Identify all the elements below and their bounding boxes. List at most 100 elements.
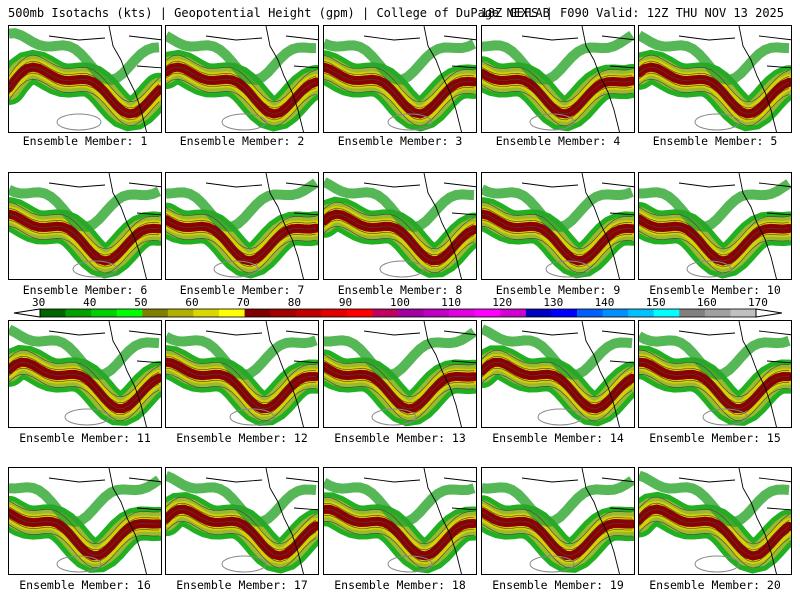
colorbar-swatch xyxy=(551,309,578,317)
coastline xyxy=(48,173,161,279)
height-contour xyxy=(639,361,790,410)
height-contour xyxy=(639,349,790,398)
ensemble-map-panel xyxy=(323,320,477,428)
height-contour xyxy=(9,355,160,404)
coastline xyxy=(521,26,634,132)
coastline xyxy=(363,321,476,427)
height-contour xyxy=(324,360,475,404)
height-contour xyxy=(9,66,160,115)
ensemble-member-label: Ensemble Member: 4 xyxy=(495,134,621,148)
height-contour xyxy=(324,515,475,563)
colorbar-swatch xyxy=(577,309,604,317)
coastline xyxy=(363,468,476,574)
jet-stream-map xyxy=(324,173,476,279)
height-contour xyxy=(166,213,317,256)
height-contour xyxy=(639,496,790,545)
height-contour xyxy=(64,408,110,426)
isotach-band xyxy=(639,30,790,86)
colorbar-swatch xyxy=(142,309,169,317)
height-contour xyxy=(9,201,160,250)
ensemble-map-panel xyxy=(638,25,792,133)
ensemble-map-panel xyxy=(638,320,792,428)
isotach-band xyxy=(324,478,476,527)
height-contour xyxy=(166,367,317,416)
colorbar-tick-label: 170 xyxy=(748,296,768,309)
height-contour xyxy=(166,514,317,563)
colorbar-swatch xyxy=(679,309,706,317)
jet-stream-map xyxy=(324,321,476,427)
colorbar-swatch xyxy=(40,309,67,317)
height-contour xyxy=(9,54,160,103)
colorbar-tick-label: 80 xyxy=(287,296,301,309)
ensemble-member-label: Ensemble Member: 20 xyxy=(649,578,781,592)
colorbar-tick-label: 100 xyxy=(390,296,410,309)
colorbar-swatch xyxy=(602,309,629,317)
height-contour xyxy=(482,201,633,250)
colorbar-tick-label: 150 xyxy=(645,296,666,309)
coastline xyxy=(521,468,634,574)
height-contour xyxy=(639,218,790,262)
height-contour xyxy=(639,520,790,569)
height-contour xyxy=(387,113,433,131)
coastline xyxy=(521,321,634,427)
colorbar-tick-label: 130 xyxy=(543,296,564,309)
colorbar-tick-label: 30 xyxy=(32,296,46,309)
ensemble-map-panel xyxy=(165,25,319,133)
height-contour xyxy=(482,84,633,127)
coastline xyxy=(205,321,318,427)
height-contour xyxy=(221,555,267,573)
isotach-band xyxy=(9,28,160,86)
height-contour xyxy=(166,349,317,398)
isotach-band xyxy=(324,38,476,85)
height-contour xyxy=(166,361,317,410)
height-contour xyxy=(686,260,732,278)
height-contour xyxy=(324,60,475,109)
height-contour xyxy=(324,72,475,121)
coastline xyxy=(205,173,318,279)
height-contour xyxy=(639,373,790,422)
ensemble-member-label: Ensemble Member: 12 xyxy=(176,431,308,445)
height-contour xyxy=(639,508,790,557)
ensemble-member-label: Ensemble Member: 13 xyxy=(334,431,466,445)
height-contour xyxy=(9,500,160,545)
colorbar-swatch xyxy=(398,309,425,317)
height-contour xyxy=(324,54,475,103)
height-contour xyxy=(482,78,633,121)
coastline xyxy=(363,173,476,279)
height-contour xyxy=(9,512,160,557)
ensemble-map-panel xyxy=(8,320,162,428)
coastline xyxy=(48,321,161,427)
jet-stream-map xyxy=(482,173,634,279)
height-contour xyxy=(324,354,475,398)
colorbar-tick-label: 50 xyxy=(134,296,148,309)
height-contour xyxy=(166,207,317,250)
colorbar-swatch xyxy=(525,309,552,317)
height-contour xyxy=(72,260,118,278)
height-contour xyxy=(639,66,790,115)
height-contour xyxy=(482,207,633,256)
height-contour xyxy=(166,78,317,127)
jet-stream-map xyxy=(482,468,634,574)
height-contour xyxy=(324,219,475,268)
colorbar-tick-label: 140 xyxy=(594,296,615,309)
ensemble-map-panel xyxy=(638,467,792,575)
height-contour xyxy=(482,368,633,416)
isotach-band xyxy=(482,30,634,85)
height-contour xyxy=(639,224,790,268)
height-contour xyxy=(482,505,632,551)
product-title: 500mb Isotachs (kts) | Geopotential Heig… xyxy=(8,6,550,20)
height-contour xyxy=(9,373,160,422)
height-contour xyxy=(371,408,417,426)
jet-stream-map xyxy=(482,321,634,427)
coastline xyxy=(48,468,161,574)
colorbar-scale xyxy=(13,308,783,318)
ensemble-map-panel xyxy=(165,172,319,280)
height-contour xyxy=(56,555,102,573)
height-contour xyxy=(166,508,317,557)
colorbar-tick-label: 40 xyxy=(83,296,97,309)
height-contour xyxy=(324,225,475,274)
ensemble-member-label: Ensemble Member: 11 xyxy=(19,431,151,445)
height-contour xyxy=(529,113,575,131)
ensemble-map-panel xyxy=(481,320,635,428)
colorbar-tick-label: 120 xyxy=(492,296,513,309)
